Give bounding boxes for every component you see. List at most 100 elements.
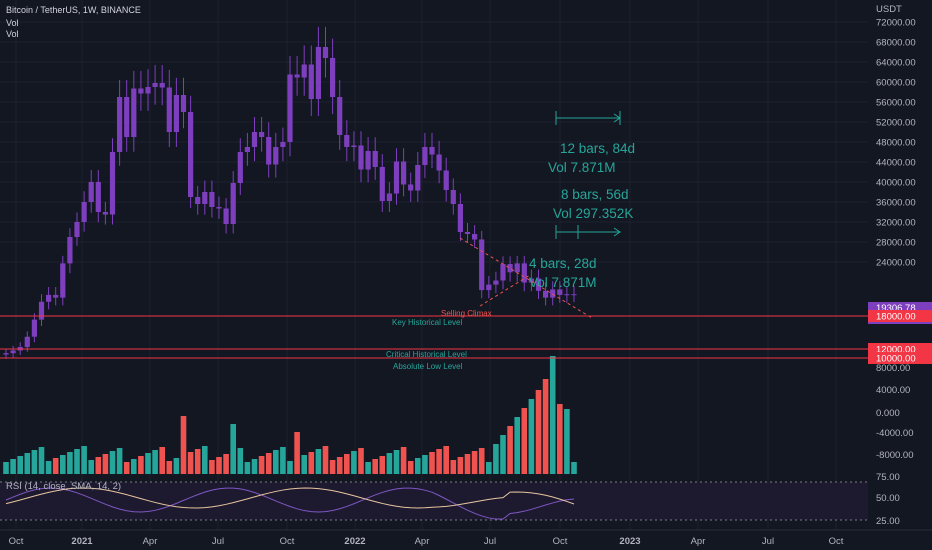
volume-bar [514,417,520,474]
candle-body [209,192,215,207]
price-tick-label: 56000.00 [876,98,916,109]
volume-legend-1: Vol [6,18,19,28]
measure-annotation-bars: 8 bars, 56d [561,187,629,202]
candle-body [436,154,442,171]
volume-bar [407,461,414,474]
volume-tick-label: -4000.00 [876,428,914,439]
volume-bar [329,460,336,474]
candle-body [24,336,30,348]
candle-body [38,301,45,320]
level-price-tag [868,310,932,322]
volume-bar [301,455,307,474]
volume-bar [386,453,393,474]
candle-body [67,237,73,264]
volume-bar [17,456,23,474]
volume-bar [372,459,378,474]
candle-body [322,47,329,58]
candle-body [88,182,94,202]
volume-bar [109,451,116,474]
time-tick-label: Oct [9,536,24,547]
volume-bar [493,444,499,474]
volume-bar [202,446,208,474]
candle-body [294,74,300,78]
time-tick-label: 2023 [619,536,640,547]
volume-bar [535,390,542,474]
candle-body [372,151,378,167]
candle-body [386,193,392,201]
time-tick-label: Jul [212,536,224,547]
candle-body [535,278,542,291]
volume-bar [450,460,457,474]
measure-annotation-bars: 12 bars, 84d [560,141,635,156]
level-price-tag [868,352,932,364]
volume-bar [52,458,59,474]
time-tick-label: Apr [143,536,158,547]
volume-bar [457,457,464,474]
volume-bar [180,416,187,474]
candle-body [287,74,293,142]
candle-body [493,280,499,285]
time-tick-label: Jul [762,536,774,547]
volume-bar [429,452,435,474]
price-tick-label: 44000.00 [876,158,916,169]
candle-body [408,184,414,191]
volume-bar [74,449,80,474]
price-tick-label: 40000.00 [876,178,916,189]
candle-body [308,64,314,99]
candle-body [145,87,151,94]
measure-annotation-bars: 4 bars, 28d [529,256,597,271]
candle-body [401,161,407,185]
candle-body [131,88,137,137]
volume-bar [10,459,16,474]
price-tick-label: 32000.00 [876,218,916,229]
candle-body [479,239,485,291]
level-label: Key Historical Level [392,318,462,327]
volume-bar [67,452,73,474]
candle-body [117,97,123,152]
price-tick-label: 68000.00 [876,38,916,49]
candle-body [266,137,272,165]
volume-bar [358,448,364,474]
time-tick-label: Apr [415,536,430,547]
candle-body [486,284,492,291]
candle-body [138,88,144,94]
candle-body [173,95,179,132]
candle-body [273,147,279,165]
rsi-tick-label: 75.00 [876,472,900,483]
volume-bar [258,456,265,474]
volume-bar [287,461,293,474]
candle-body [230,183,236,224]
time-tick-label: Jul [484,536,496,547]
candle-body [244,147,250,152]
candle-body [514,263,520,273]
candle-body [259,132,265,137]
volume-bar [422,455,428,474]
candle-body [180,95,187,112]
candle-body [60,263,66,298]
volume-bar [81,446,87,474]
chart-symbol-title: Bitcoin / TetherUS, 1W, BINANCE [6,5,141,15]
volume-bar [145,453,151,474]
volume-bar [415,458,421,474]
volume-bar [443,446,449,474]
candle-body [216,207,222,209]
volume-bar [237,448,244,474]
volume-bar [557,404,563,474]
volume-bar [351,451,357,474]
candle-body [550,289,556,298]
candle-body [457,204,463,232]
level-price-label: 18000.00 [876,312,916,323]
candle-body [124,97,130,137]
volume-tick-label: 0.000 [876,408,900,419]
price-tick-label: 64000.00 [876,58,916,69]
candle-body [543,290,549,298]
level-price-label: 12000.00 [876,345,916,356]
volume-tick-label: 4000.00 [876,385,910,396]
volume-bar [166,461,173,474]
volume-bar [322,446,329,474]
volume-bar [159,447,165,474]
volume-bar [216,457,222,474]
candle-body [528,278,534,283]
price-axis-unit: USDT [876,4,902,15]
